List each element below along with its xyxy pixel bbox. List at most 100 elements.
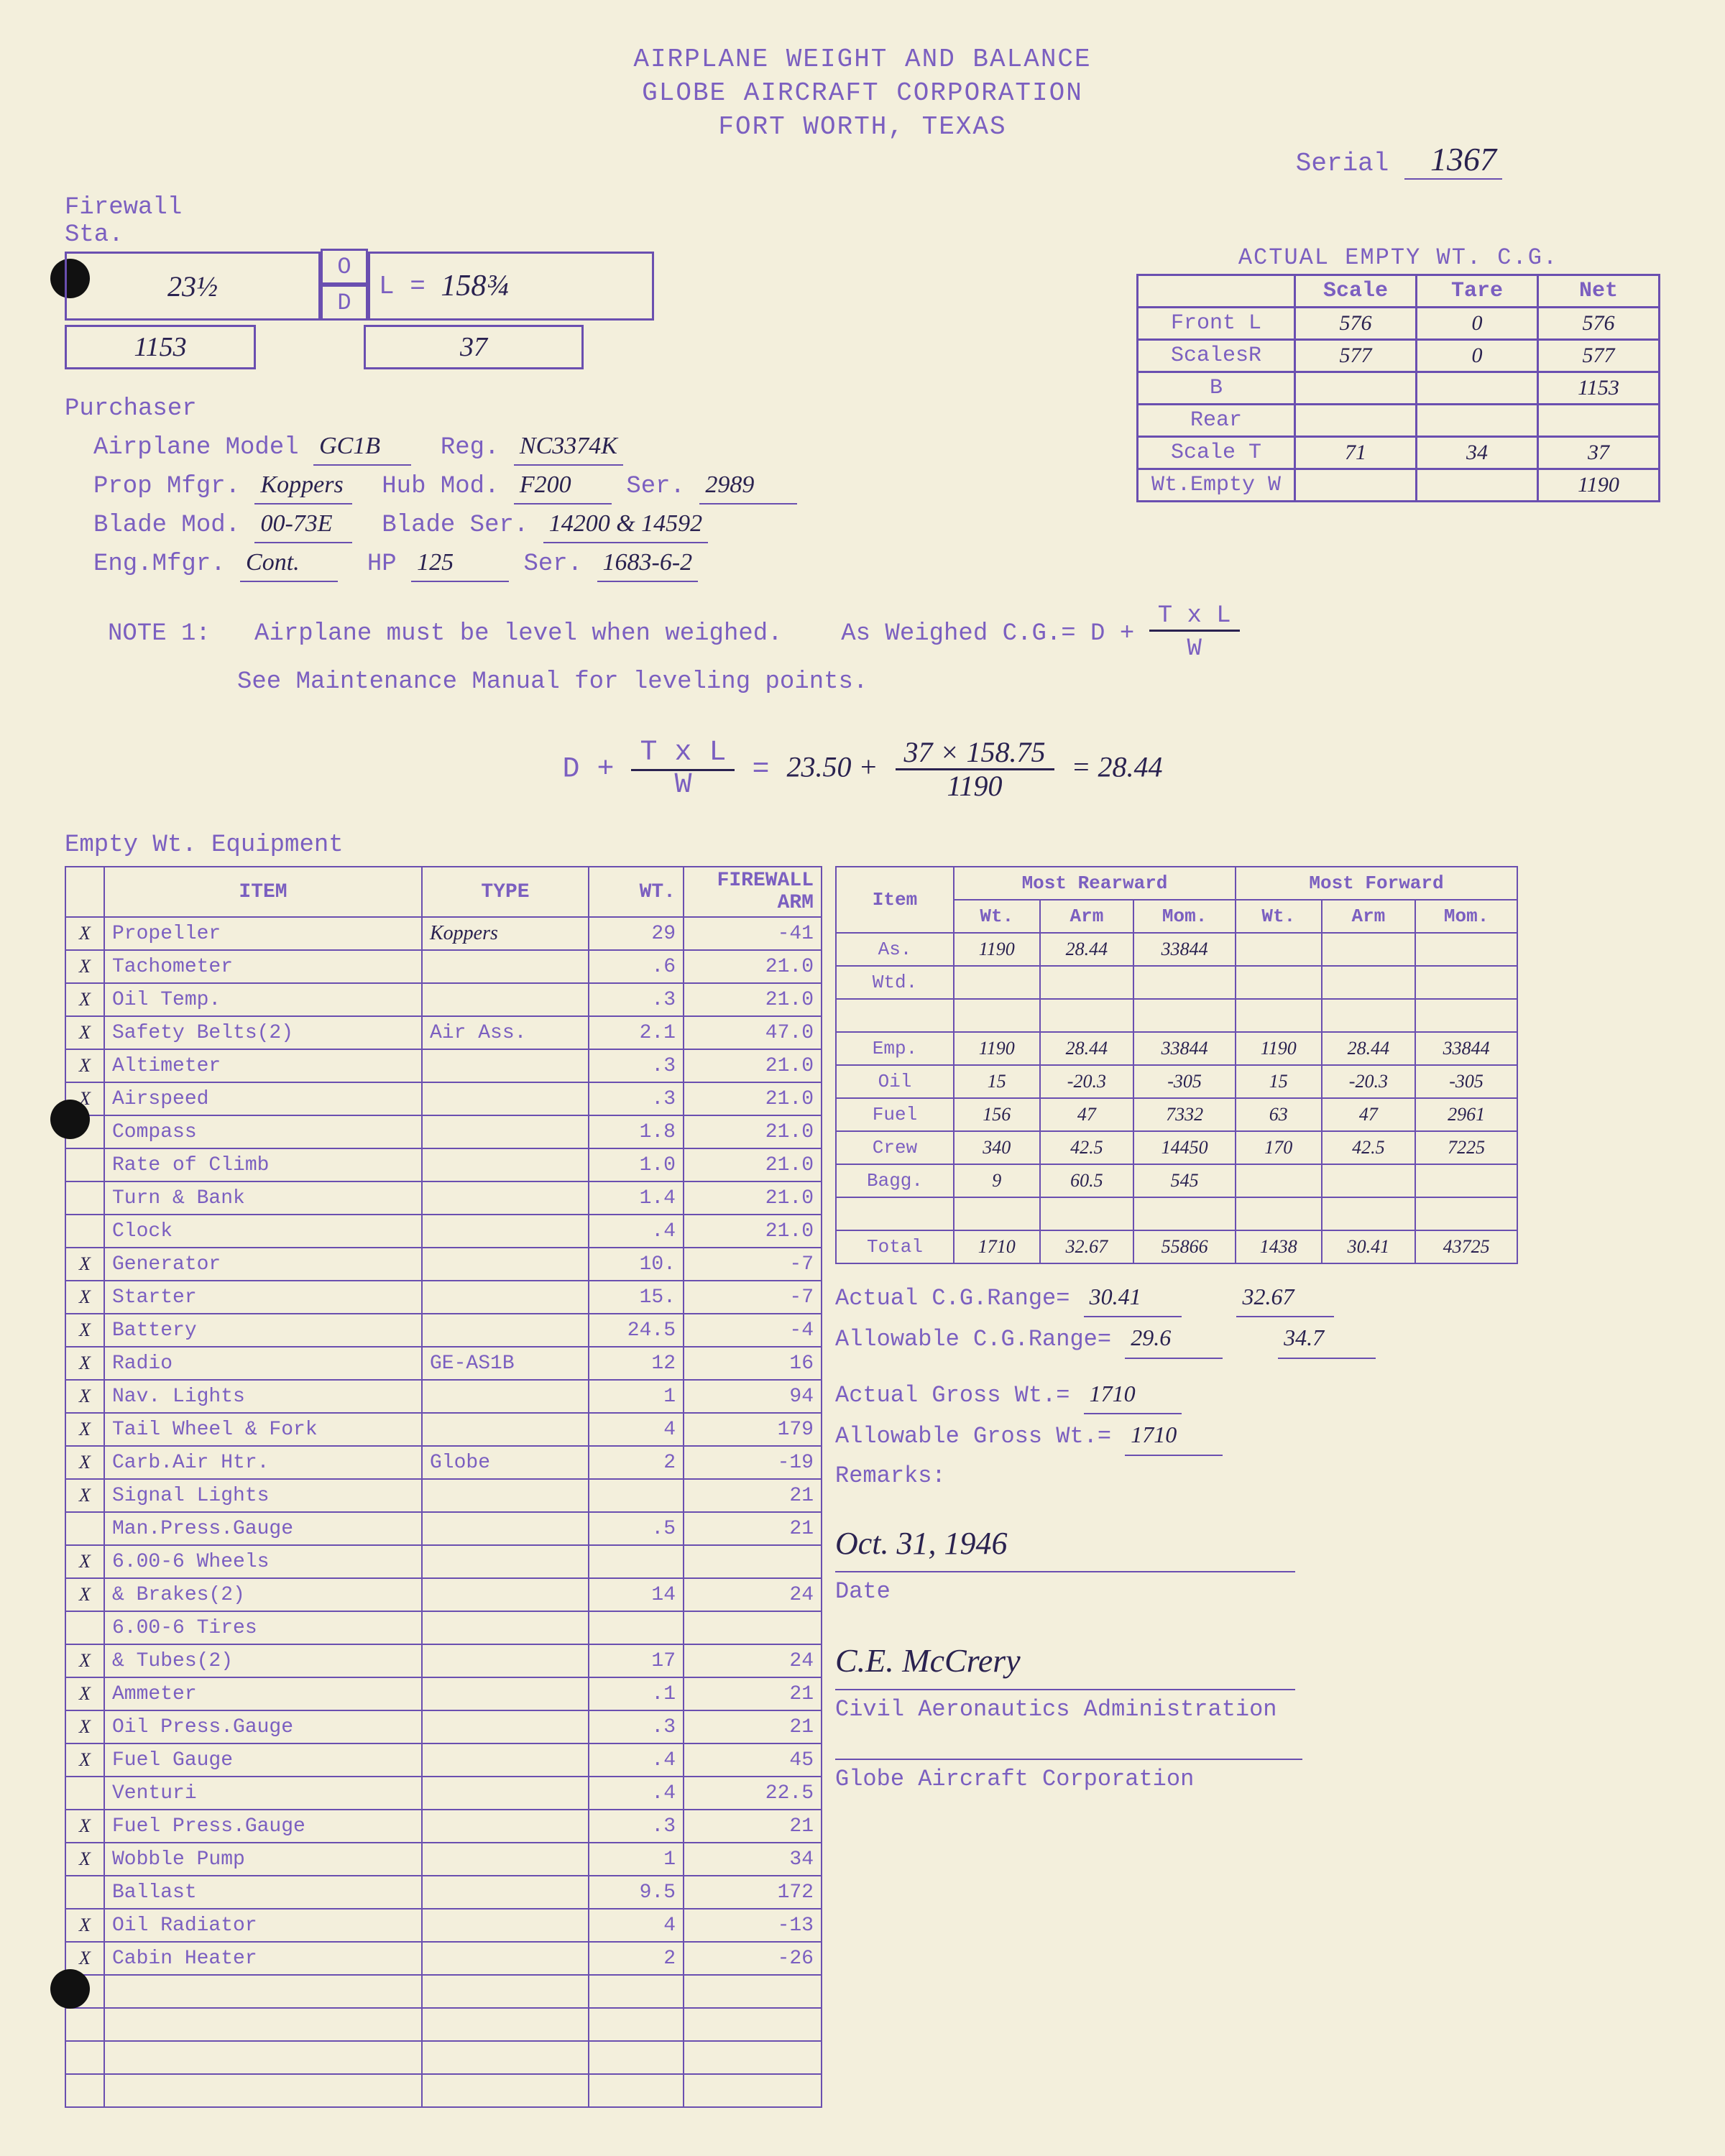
cond-cell: 63 [1236, 1098, 1322, 1131]
equip-cell [589, 2041, 684, 2074]
equip-cell [422, 1512, 589, 1545]
equip-cell: 1.8 [589, 1115, 684, 1148]
equip-cell [422, 1545, 589, 1578]
equip-cell: 21.0 [684, 1181, 822, 1215]
equip-cell: X [65, 1677, 104, 1710]
equip-cell: Compass [104, 1115, 422, 1148]
formula-eq: = 28.44 [1072, 751, 1163, 783]
globe-label: Globe Aircraft Corporation [835, 1766, 1194, 1792]
equip-cell: -19 [684, 1446, 822, 1479]
equip-cell [422, 2008, 589, 2041]
equip-cell [422, 2074, 589, 2107]
ae-cell: 0 [1417, 308, 1538, 340]
equip-cell: X [65, 950, 104, 983]
equip-cell: X [65, 1843, 104, 1876]
equip-cell: 21.0 [684, 1215, 822, 1248]
formula-den: 1190 [939, 770, 1011, 802]
cond-cell: Wtd. [836, 966, 954, 999]
cond-cell [1322, 999, 1416, 1032]
equip-cell: 17 [589, 1644, 684, 1677]
equip-cell: Fuel Gauge [104, 1743, 422, 1777]
cond-cell [1040, 999, 1134, 1032]
equip-cell: Tachometer [104, 950, 422, 983]
equip-cell [422, 1810, 589, 1843]
table-row: XOil Radiator4-13 [65, 1909, 822, 1942]
table-row [65, 1975, 822, 2008]
cond-cell: -20.3 [1040, 1065, 1134, 1098]
table-row: Oil15-20.3-30515-20.3-305 [836, 1065, 1517, 1098]
equip-cell: X [65, 1380, 104, 1413]
equip-cell: Venturi [104, 1777, 422, 1810]
ranges-block: Actual C.G.Range= 30.41 32.67 Allowable … [835, 1277, 1518, 1799]
equip-cell: X [65, 1710, 104, 1743]
table-row: XBattery24.5-4 [65, 1314, 822, 1347]
equip-cell: .3 [589, 983, 684, 1016]
equip-cell: Wobble Pump [104, 1843, 422, 1876]
equip-header [65, 867, 104, 917]
main-tables: ITEMTYPEWT.FIREWALL ARMXPropellerKoppers… [65, 866, 1660, 2108]
equip-cell: -7 [684, 1281, 822, 1314]
equip-cell: .4 [589, 1215, 684, 1248]
equip-cell [422, 1148, 589, 1181]
equip-cell: 22.5 [684, 1777, 822, 1810]
table-row: Crew34042.51445017042.57225 [836, 1131, 1517, 1164]
equip-cell [422, 1380, 589, 1413]
table-row: Turn & Bank1.421.0 [65, 1181, 822, 1215]
equip-cell [422, 983, 589, 1016]
cond-cell: 28.44 [1040, 1032, 1134, 1065]
table-row: XCabin Heater2-26 [65, 1942, 822, 1975]
equip-cell: .3 [589, 1810, 684, 1843]
equip-cell: .1 [589, 1677, 684, 1710]
equip-cell: Fuel Press.Gauge [104, 1810, 422, 1843]
box-37: 37 [364, 325, 584, 369]
equip-cell [684, 2074, 822, 2107]
cond-cell: 7332 [1133, 1098, 1236, 1131]
cond-cell: 42.5 [1322, 1131, 1416, 1164]
cond-cell: 2961 [1415, 1098, 1517, 1131]
table-row: XCarb.Air Htr.Globe2-19 [65, 1446, 822, 1479]
equip-cell: 29 [589, 917, 684, 950]
equip-cell: 179 [684, 1413, 822, 1446]
formula-num: 37 × 158.75 [896, 736, 1054, 770]
equip-cell: X [65, 1314, 104, 1347]
date-label: Date [835, 1578, 891, 1605]
equip-cell [422, 1909, 589, 1942]
equip-cell [65, 1512, 104, 1545]
cond-cell: Oil [836, 1065, 954, 1098]
equip-cell: 172 [684, 1876, 822, 1909]
equip-cell [422, 1281, 589, 1314]
ae-cell [1295, 372, 1417, 405]
equip-cell [104, 1975, 422, 2008]
equip-cell: 21.0 [684, 1115, 822, 1148]
actual-gross-label: Actual Gross Wt.= [835, 1382, 1070, 1409]
table-row: XSafety Belts(2)Air Ass.2.147.0 [65, 1016, 822, 1049]
equip-cell [589, 2008, 684, 2041]
table-row: As.119028.4433844 [836, 933, 1517, 966]
equip-cell [65, 1777, 104, 1810]
ae-cell [1417, 372, 1538, 405]
cond-cell: 28.44 [1040, 933, 1134, 966]
equip-cell [422, 1843, 589, 1876]
cond-cell: Emp. [836, 1032, 954, 1065]
table-row: Ballast9.5172 [65, 1876, 822, 1909]
equip-cell: X [65, 1413, 104, 1446]
equip-cell: .6 [589, 950, 684, 983]
equip-cell: Oil Press.Gauge [104, 1710, 422, 1743]
equip-cell: -4 [684, 1314, 822, 1347]
cond-cell: 33844 [1415, 1032, 1517, 1065]
allow-gross-label: Allowable Gross Wt.= [835, 1423, 1111, 1450]
equip-cell: 1 [589, 1843, 684, 1876]
cond-col: Arm [1040, 900, 1134, 933]
cond-header: Item [836, 867, 954, 933]
ae-cell: 0 [1417, 340, 1538, 372]
equip-cell: X [65, 1644, 104, 1677]
allow-cg-label: Allowable C.G.Range= [835, 1326, 1111, 1353]
cond-cell: 32.67 [1040, 1230, 1134, 1263]
table-row: XOil Press.Gauge.321 [65, 1710, 822, 1743]
equip-cell: Air Ass. [422, 1016, 589, 1049]
condition-table: ItemMost RearwardMost ForwardWt.ArmMom.W… [835, 866, 1518, 1264]
equip-cell [65, 1611, 104, 1644]
equip-cell: 24 [684, 1644, 822, 1677]
table-row [65, 2074, 822, 2107]
cond-cell [1133, 999, 1236, 1032]
